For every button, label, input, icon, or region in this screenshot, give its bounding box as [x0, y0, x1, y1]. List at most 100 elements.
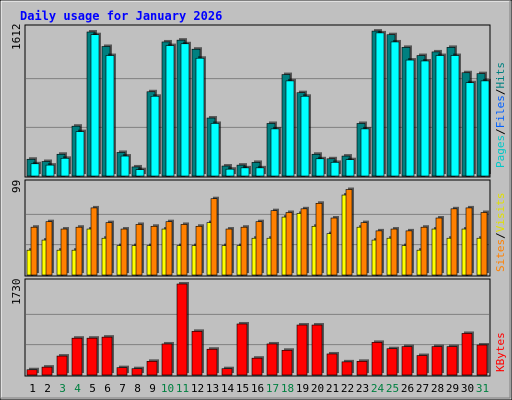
sites-bar-day-15 [240, 225, 249, 276]
day-label-25: 25 [386, 382, 399, 395]
pages-bar-day-3-face [60, 158, 70, 177]
sites-bar-day-12 [195, 224, 204, 276]
kbytes-bar-day-14 [221, 366, 234, 376]
kbytes-bar-day-20-face [311, 324, 323, 376]
day-label-9: 9 [149, 382, 156, 395]
sites-bar-day-18 [285, 210, 294, 276]
sites-bar-day-23-face [360, 222, 368, 276]
sites-bar-day-28-face [435, 217, 443, 276]
pages-bar-day-17-face [270, 128, 280, 177]
legend-sites: Sites [494, 239, 507, 272]
sites-bar-day-22-face [345, 189, 353, 276]
sites-bar-day-17-face [270, 210, 278, 276]
kbytes-bar-day-3 [56, 354, 69, 376]
day-label-6: 6 [104, 382, 111, 395]
sites-bar-day-20 [315, 201, 324, 276]
sites-bar-day-25 [390, 227, 399, 276]
kbytes-bar-day-4 [71, 336, 84, 376]
kbytes-bar-day-20 [311, 323, 324, 376]
kbytes-bar-day-21-face [326, 353, 338, 376]
kbytes-bar-day-27 [416, 353, 429, 376]
day-label-18: 18 [281, 382, 294, 395]
day-label-27: 27 [416, 382, 429, 395]
sites-bar-day-16 [255, 219, 264, 276]
pages-bar-day-23-face [360, 128, 370, 177]
kbytes-bar-day-26 [401, 344, 414, 376]
visits-panel [24, 179, 491, 277]
kbytes-bar-day-9-face [146, 361, 158, 376]
pages-bar-day-3 [60, 156, 71, 177]
sites-bar-day-12-face [195, 225, 203, 276]
sites-bar-day-14-face [225, 228, 233, 276]
pages-bar-day-10-face [165, 45, 175, 177]
kbytes-bar-day-1-face [26, 369, 38, 376]
sites-bar-day-25-face [390, 228, 398, 276]
sites-bar-day-8 [135, 222, 144, 276]
pages-bar-day-13-face [210, 123, 220, 177]
day-label-17: 17 [266, 382, 279, 395]
kbytes-bar-day-28-face [431, 346, 443, 376]
kbytes-bar-day-9 [146, 359, 159, 376]
sites-bar-day-7 [120, 227, 129, 276]
pages-bar-day-9 [150, 94, 161, 177]
kbytes-bar-day-14-face [221, 368, 233, 376]
kbytes-bar-day-21 [326, 351, 339, 376]
sites-bar-day-31-face [480, 212, 488, 276]
legend-sep-1: / [494, 128, 507, 135]
pages-bar-day-1 [30, 161, 41, 177]
pages-bar-day-21-face [330, 162, 340, 177]
kbytes-bar-day-23 [356, 359, 369, 376]
sites-bar-day-26-face [405, 230, 413, 276]
kbytes-bar-day-16 [251, 356, 264, 376]
kbytes-bar-day-10 [161, 341, 174, 376]
day-label-4: 4 [74, 382, 81, 395]
sites-bar-day-15-face [240, 226, 248, 276]
sites-bar-day-3-face [60, 228, 68, 276]
day-label-13: 13 [206, 382, 219, 395]
sites-bar-day-17 [270, 208, 279, 276]
sites-bar-day-11 [180, 222, 189, 276]
pages-bar-day-4 [75, 129, 86, 177]
pages-bar-day-2-face [45, 164, 55, 177]
pages-bar-day-12 [195, 56, 206, 177]
kbytes-bar-day-3-face [56, 355, 68, 376]
sites-bar-day-11-face [180, 224, 188, 276]
sites-bar-day-3 [60, 227, 69, 276]
kbytes-bar-day-30 [461, 331, 474, 376]
kbytes-bar-day-11-face [176, 283, 188, 376]
pages-bar-day-22 [345, 157, 356, 177]
kbytes-bar-day-27-face [416, 355, 428, 376]
chart-title: Daily usage for January 2026 [20, 9, 222, 23]
kbytes-bar-day-28 [431, 344, 444, 376]
svg-text:Pages/Files/Hits: Pages/Files/Hits [494, 62, 507, 168]
kbytes-bar-day-5-face [86, 337, 98, 376]
kbytes-bar-day-7-face [116, 367, 128, 376]
sites-bar-day-29 [450, 206, 459, 276]
sites-bar-day-21-face [330, 217, 338, 276]
sites-bar-day-4-face [75, 226, 83, 276]
day-label-8: 8 [134, 382, 141, 395]
pages-bar-day-7 [120, 154, 131, 177]
kbytes-bar-day-12-face [191, 331, 203, 376]
legend-sep-2: / [494, 89, 507, 96]
pages-bar-day-24-face [375, 32, 385, 177]
kbytes-bar-day-5 [86, 336, 99, 376]
kbytes-bar-day-29-face [446, 346, 458, 376]
kbytes-bar-day-26-face [401, 346, 413, 376]
legend-hits: Hits [494, 62, 507, 89]
pages-bar-day-11-face [180, 43, 190, 177]
day-label-26: 26 [401, 382, 414, 395]
kbytes-bar-day-10-face [161, 343, 173, 376]
sites-bar-day-24-face [375, 230, 383, 276]
day-label-11: 11 [176, 382, 189, 395]
pages-bar-day-20 [315, 156, 326, 177]
kbytes-bar-day-2-face [41, 366, 53, 376]
svg-text:Sites/Visits: Sites/Visits [494, 193, 507, 273]
kbytes-bar-day-24 [371, 340, 384, 376]
sites-bar-day-6 [105, 220, 114, 276]
kbytes-bar-day-19-face [296, 324, 308, 376]
kbytes-bar-day-1 [26, 367, 39, 376]
day-label-12: 12 [191, 382, 204, 395]
sites-bar-day-29-face [450, 208, 458, 276]
sites-bar-day-2-face [45, 221, 53, 276]
